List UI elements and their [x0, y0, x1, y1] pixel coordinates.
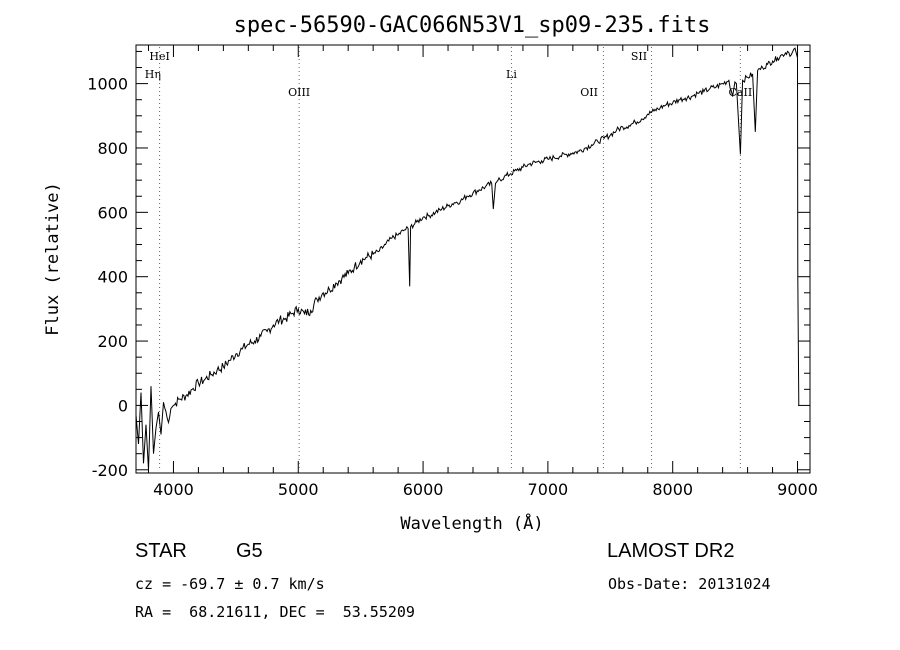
x-tick-label: 5000 [278, 480, 319, 499]
line-marker-label: OIII [288, 86, 310, 99]
x-tick-label: 4000 [153, 480, 194, 499]
x-tick-label: 9000 [777, 480, 818, 499]
series-group [135, 47, 800, 470]
x-tick-label: 7000 [528, 480, 569, 499]
line-marker-label: Li [506, 68, 517, 81]
line-marker-label: CaII [729, 86, 753, 99]
spectrum-line [135, 47, 800, 470]
obs-date: Obs-Date: 20131024 [608, 575, 771, 593]
y-tick-label: 800 [97, 139, 128, 158]
x-tick-label: 6000 [403, 480, 444, 499]
y-tick-label: 400 [97, 268, 128, 287]
plot-frame [135, 44, 811, 474]
x-tick-label: 8000 [652, 480, 693, 499]
y-tick-label: 1000 [87, 75, 128, 94]
line-marker-label: OII [580, 86, 598, 99]
redshift-readout: cz = -69.7 ± 0.7 km/s [135, 575, 325, 593]
line-marker-label: SII [631, 50, 647, 63]
line-markers: HeI Hη OIII Li OII SII CaII [145, 47, 752, 471]
axis-ticks: 4000 5000 6000 7000 8000 9000 -200 0 200 400 600 80… [87, 45, 818, 499]
y-tick-label: 200 [97, 332, 128, 351]
x-axis-label: Wavelength (Å) [400, 512, 543, 534]
y-tick-label: 0 [118, 396, 128, 415]
y-tick-label: -200 [92, 461, 128, 480]
line-marker-label: Hη [145, 68, 161, 81]
survey-name: LAMOST DR2 [607, 540, 735, 562]
y-axis-label: Flux (relative) [43, 182, 63, 336]
chart-title: spec-56590-GAC066N53V1_sp09-235.fits [234, 13, 711, 38]
line-marker-label: HeI [149, 50, 169, 63]
spectral-subclass: G5 [236, 540, 263, 562]
object-class: STAR [135, 540, 187, 562]
y-tick-label: 600 [97, 203, 128, 222]
coordinates: RA = 68.21611, DEC = 53.55209 [135, 603, 415, 621]
